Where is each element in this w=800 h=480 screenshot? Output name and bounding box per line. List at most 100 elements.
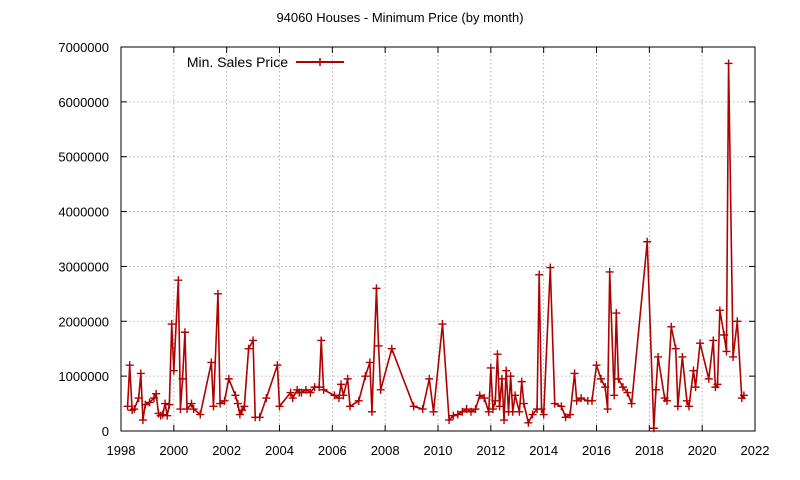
data-point-marker bbox=[301, 385, 310, 394]
x-tick-label: 2002 bbox=[212, 443, 241, 458]
data-point-marker bbox=[374, 341, 383, 350]
data-point-marker bbox=[550, 399, 559, 408]
x-tick-label: 2020 bbox=[688, 443, 717, 458]
data-point-marker bbox=[500, 416, 509, 425]
data-point-marker bbox=[577, 394, 586, 403]
data-point-marker bbox=[572, 396, 581, 405]
x-tick-label: 2000 bbox=[159, 443, 188, 458]
x-tick-label: 2022 bbox=[741, 443, 770, 458]
data-point-marker bbox=[244, 344, 253, 353]
data-point-marker bbox=[623, 388, 632, 397]
data-point-marker bbox=[286, 388, 295, 397]
data-point-marker bbox=[354, 396, 363, 405]
data-point-marker bbox=[187, 399, 196, 408]
data-point-marker bbox=[612, 309, 621, 318]
legend-label: Min. Sales Price bbox=[187, 54, 288, 70]
data-point-marker bbox=[713, 380, 722, 389]
data-point-marker bbox=[213, 289, 222, 298]
data-point-marker bbox=[651, 385, 660, 394]
data-point-marker bbox=[387, 344, 396, 353]
data-point-marker bbox=[216, 399, 225, 408]
data-point-marker bbox=[491, 396, 500, 405]
data-point-marker bbox=[524, 418, 533, 427]
data-point-marker bbox=[667, 322, 676, 331]
data-point-marker bbox=[671, 344, 680, 353]
data-point-marker bbox=[152, 389, 161, 398]
data-point-marker bbox=[519, 399, 528, 408]
data-point-marker bbox=[493, 350, 502, 359]
data-point-marker bbox=[240, 402, 249, 411]
data-point-marker bbox=[673, 402, 682, 411]
data-point-marker bbox=[596, 374, 605, 383]
data-point-marker bbox=[165, 400, 174, 409]
data-point-marker bbox=[537, 405, 546, 414]
data-point-marker bbox=[178, 374, 187, 383]
data-point-marker bbox=[231, 391, 240, 400]
data-point-marker bbox=[733, 317, 742, 326]
data-point-marker bbox=[141, 400, 150, 409]
x-tick-label: 2004 bbox=[265, 443, 294, 458]
data-point-marker bbox=[684, 402, 693, 411]
data-point-marker bbox=[249, 336, 258, 345]
x-tick-label: 2016 bbox=[582, 443, 611, 458]
data-point-marker bbox=[561, 413, 570, 422]
data-point-marker bbox=[361, 372, 370, 381]
data-point-marker bbox=[255, 413, 264, 422]
data-point-marker bbox=[610, 391, 619, 400]
data-point-marker bbox=[315, 383, 324, 392]
data-point-marker bbox=[682, 396, 691, 405]
x-tick-label: 2018 bbox=[635, 443, 664, 458]
data-point-marker bbox=[209, 402, 218, 411]
data-point-marker bbox=[445, 416, 454, 425]
data-point-marker bbox=[502, 366, 511, 375]
data-point-marker bbox=[163, 411, 172, 420]
data-point-marker bbox=[235, 410, 244, 419]
data-point-marker bbox=[603, 405, 612, 414]
data-point-marker bbox=[346, 402, 355, 411]
data-point-marker bbox=[724, 59, 733, 68]
data-point-marker bbox=[709, 336, 718, 345]
data-point-marker bbox=[158, 410, 167, 419]
y-tick-label: 0 bbox=[102, 424, 109, 439]
data-point-marker bbox=[480, 394, 489, 403]
data-point-marker bbox=[167, 320, 176, 329]
data-point-marker bbox=[592, 361, 601, 370]
data-point-marker bbox=[678, 352, 687, 361]
data-point-marker bbox=[515, 407, 524, 416]
data-point-marker bbox=[343, 374, 352, 383]
data-point-marker bbox=[161, 399, 170, 408]
tick-layer: 1998 2000 2002 2004 2006 2008 2010 2012 2014 2016… bbox=[58, 40, 769, 458]
data-point-marker bbox=[720, 331, 729, 339]
data-point-marker bbox=[224, 374, 233, 383]
data-point-marker bbox=[495, 402, 504, 411]
data-point-marker bbox=[453, 410, 462, 419]
data-point-marker bbox=[273, 361, 282, 370]
y-tick-label: 5000000 bbox=[58, 150, 109, 165]
series-layer bbox=[123, 59, 748, 433]
data-point-marker bbox=[739, 391, 748, 400]
data-point-marker bbox=[207, 358, 216, 367]
data-point-marker bbox=[130, 405, 139, 414]
data-point-marker bbox=[365, 358, 374, 367]
data-point-marker bbox=[546, 263, 555, 272]
data-point-marker bbox=[376, 385, 385, 394]
data-point-marker bbox=[233, 399, 242, 408]
data-point-marker bbox=[484, 407, 493, 416]
data-point-marker bbox=[488, 405, 497, 414]
data-point-marker bbox=[535, 270, 544, 279]
data-point-marker bbox=[614, 374, 623, 383]
data-point-marker bbox=[418, 405, 427, 414]
data-point-marker bbox=[511, 391, 520, 400]
data-point-marker bbox=[654, 352, 663, 361]
data-point-marker bbox=[337, 380, 346, 389]
data-point-marker bbox=[506, 372, 515, 381]
data-point-marker bbox=[649, 424, 658, 433]
data-point-marker bbox=[715, 306, 724, 315]
data-point-marker bbox=[138, 416, 147, 425]
grid-layer bbox=[121, 47, 755, 431]
data-point-marker bbox=[334, 394, 343, 403]
data-point-marker bbox=[539, 410, 548, 419]
data-point-marker bbox=[262, 394, 271, 403]
data-point-marker bbox=[372, 284, 381, 293]
